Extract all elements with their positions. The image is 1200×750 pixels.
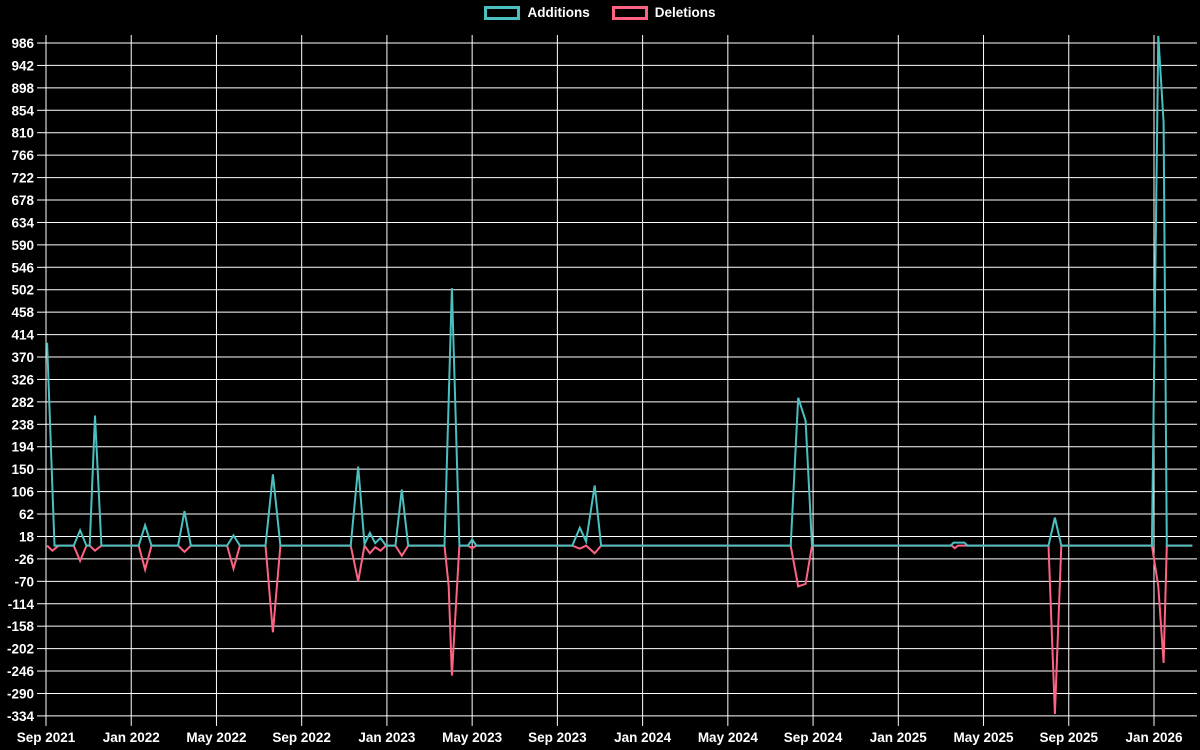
y-tick-label: 502 xyxy=(11,283,34,298)
x-tick-label: Sep 2024 xyxy=(784,730,843,745)
y-tick-label: 810 xyxy=(11,126,34,141)
y-tick-label: 62 xyxy=(19,507,34,522)
y-tick-labels: 986 942 898 854 810 766 722 678 634 590 546 502 458 4… xyxy=(7,36,35,724)
y-tick-label: 414 xyxy=(11,328,34,343)
x-tick-label: May 2025 xyxy=(954,730,1015,745)
x-tick-label: Jan 2022 xyxy=(103,730,160,745)
x-tick-label: May 2023 xyxy=(442,730,503,745)
y-tick-label: 546 xyxy=(11,260,34,275)
x-tick-label: May 2024 xyxy=(698,730,759,745)
legend-item-additions[interactable]: Additions xyxy=(484,5,590,21)
y-tick-label: 722 xyxy=(11,171,34,186)
y-tick-label: -114 xyxy=(8,597,35,612)
x-tick-label: Sep 2023 xyxy=(528,730,587,745)
y-tick-label: -70 xyxy=(14,574,34,589)
x-tick-label: May 2022 xyxy=(186,730,246,745)
x-tick-label: Sep 2025 xyxy=(1039,730,1098,745)
x-tick-label: Jan 2025 xyxy=(870,730,928,745)
deletions-line xyxy=(46,543,1193,714)
x-tick-label: Sep 2021 xyxy=(17,730,76,745)
legend-label-deletions: Deletions xyxy=(654,5,716,21)
y-tick-label: 282 xyxy=(11,395,34,410)
y-tick-label: 986 xyxy=(11,36,34,51)
y-tick-label: 150 xyxy=(11,462,34,477)
y-tick-label: -290 xyxy=(7,686,34,701)
additions-line xyxy=(46,35,1193,548)
chart-legend: Additions Deletions xyxy=(0,6,1200,20)
y-tick-label: 590 xyxy=(11,238,34,253)
y-tick-label: -334 xyxy=(7,709,35,724)
y-tick-label: -246 xyxy=(7,664,35,679)
y-tick-label: -26 xyxy=(14,552,34,567)
y-tick-label: -158 xyxy=(7,619,35,634)
y-tick-label: 326 xyxy=(11,372,34,387)
axis-ticks xyxy=(37,42,1155,726)
x-tick-label: Jan 2024 xyxy=(614,730,672,745)
legend-item-deletions[interactable]: Deletions xyxy=(611,5,716,21)
gridlines xyxy=(45,35,1197,717)
y-tick-label: 766 xyxy=(11,148,34,163)
deletions-swatch xyxy=(611,6,648,20)
x-tick-label: Jan 2023 xyxy=(358,730,416,745)
y-tick-label: 370 xyxy=(11,350,34,365)
legend-label-additions: Additions xyxy=(527,5,590,21)
y-tick-label: 106 xyxy=(11,485,34,500)
x-tick-labels: Sep 2021 Jan 2022 May 2022 Sep 2022 Jan 2023… xyxy=(17,730,1183,745)
y-tick-label: 898 xyxy=(11,81,34,96)
y-tick-label: 194 xyxy=(11,440,34,455)
y-tick-label: 678 xyxy=(11,193,34,208)
y-tick-label: 854 xyxy=(11,103,34,118)
y-tick-label: -202 xyxy=(7,642,34,657)
x-tick-label: Sep 2022 xyxy=(272,730,331,745)
additions-swatch xyxy=(484,6,521,20)
y-tick-label: 458 xyxy=(11,305,34,320)
y-tick-label: 238 xyxy=(11,417,34,432)
x-tick-label: Jan 2026 xyxy=(1125,730,1183,745)
y-tick-label: 942 xyxy=(11,58,34,73)
y-tick-label: 634 xyxy=(11,215,34,230)
y-tick-label: 18 xyxy=(19,529,35,544)
